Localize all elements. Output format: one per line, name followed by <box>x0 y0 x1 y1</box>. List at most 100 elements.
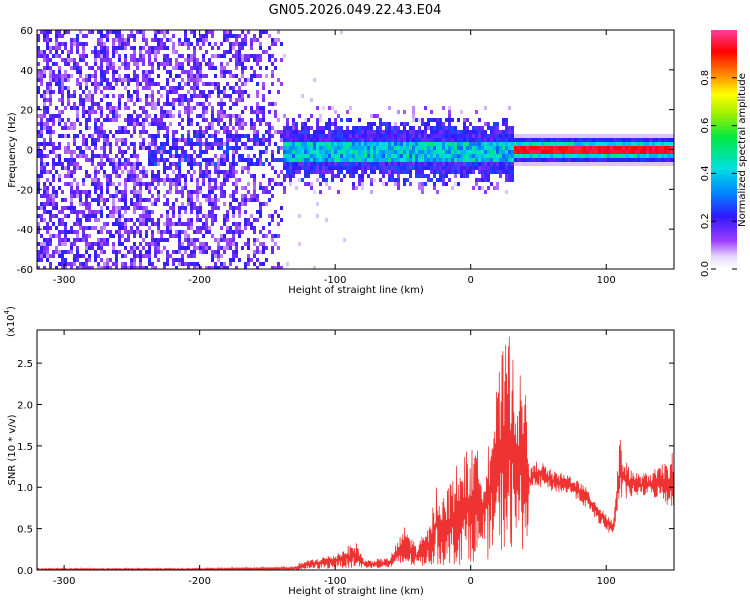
spectrogram-cell <box>601 138 604 142</box>
spectrogram-cell <box>532 142 535 146</box>
spectrogram-cell <box>250 226 253 230</box>
spectrogram-cell <box>499 130 502 134</box>
spectrogram-cell <box>76 66 79 70</box>
spectrogram-cell <box>166 46 169 50</box>
spectrogram-cell <box>175 198 178 202</box>
spectrogram-cell <box>439 162 442 166</box>
spectrogram-cell <box>127 218 130 222</box>
spectrogram-cell <box>40 30 43 34</box>
spectrogram-cell <box>79 238 82 242</box>
spectrogram-cell <box>343 174 346 178</box>
spectrogram-cell <box>391 154 394 158</box>
spectrogram-cell <box>370 190 373 194</box>
spectrogram-cell <box>427 174 430 178</box>
spectrogram-cell <box>382 182 385 186</box>
spectrogram-cell <box>220 138 223 142</box>
spectrogram-cell <box>238 114 241 118</box>
spectrogram-cell <box>46 130 49 134</box>
spectrogram-cell <box>79 94 82 98</box>
spectrogram-cell <box>49 58 52 62</box>
spectrogram-cell <box>94 58 97 62</box>
y-tick-label: 0 <box>27 146 33 157</box>
spectrogram-cell <box>139 230 142 234</box>
spectrogram-cell <box>256 258 259 262</box>
spectrogram-cell <box>124 106 127 110</box>
spectrogram-cell <box>187 106 190 110</box>
spectrogram-cell <box>352 158 355 162</box>
spectrogram-cell <box>367 166 370 170</box>
spectrogram-cell <box>223 158 226 162</box>
spectrogram-cell <box>58 46 61 50</box>
spectrogram-cell <box>268 46 271 50</box>
spectrogram-cell <box>157 218 160 222</box>
spectrogram-cell <box>247 166 250 170</box>
spectrogram-cell <box>547 146 550 150</box>
spectrogram-cell <box>523 134 526 138</box>
spectrogram-cell <box>235 230 238 234</box>
spectrogram-cell <box>607 158 610 162</box>
spectrogram-cell <box>382 138 385 142</box>
spectrogram-cell <box>337 146 340 150</box>
spectrogram-cell <box>505 134 508 138</box>
spectrogram-cell <box>181 86 184 90</box>
spectrogram-cell <box>190 158 193 162</box>
spectrogram-cell <box>295 130 298 134</box>
spectrogram-cell <box>148 86 151 90</box>
spectrogram-cell <box>118 214 121 218</box>
spectrogram-cell <box>481 158 484 162</box>
spectrogram-cell <box>181 94 184 98</box>
spectrogram-cell <box>208 90 211 94</box>
spectrogram-cell <box>403 146 406 150</box>
spectrogram-cell <box>556 154 559 158</box>
spectrogram-cell <box>232 42 235 46</box>
spectrogram-cell <box>124 182 127 186</box>
spectrogram-cell <box>493 130 496 134</box>
spectrogram-cell <box>214 254 217 258</box>
spectrogram-cell <box>601 134 604 138</box>
spectrogram-cell <box>649 158 652 162</box>
spectrogram-cell <box>106 82 109 86</box>
spectrogram-cell <box>157 90 160 94</box>
spectrogram-cell <box>217 146 220 150</box>
spectrogram-cell <box>58 34 61 38</box>
spectrogram-cell <box>172 170 175 174</box>
spectrogram-cell <box>619 158 622 162</box>
spectrogram-cell <box>118 94 121 98</box>
spectrogram-cell <box>100 110 103 114</box>
spectrogram-cell <box>97 262 100 266</box>
spectrogram-cell <box>166 258 169 262</box>
spectrogram-cell <box>202 246 205 250</box>
spectrogram-cell <box>151 62 154 66</box>
spectrogram-cell <box>226 242 229 246</box>
spectrogram-cell <box>139 218 142 222</box>
spectrogram-cell <box>163 54 166 58</box>
spectrogram-cell <box>67 146 70 150</box>
spectrogram-cell <box>367 142 370 146</box>
spectrogram-cell <box>37 206 40 210</box>
spectrogram-cell <box>187 266 190 269</box>
spectrogram-cell <box>322 150 325 154</box>
spectrogram-cell <box>259 162 262 166</box>
spectrogram-cell <box>163 262 166 266</box>
spectrogram-cell <box>562 138 565 142</box>
spectrogram-cell <box>397 142 400 146</box>
spectrogram-cell <box>658 138 661 142</box>
spectrogram-cell <box>583 150 586 154</box>
spectrogram-cell <box>529 154 532 158</box>
spectrogram-cell <box>145 266 148 269</box>
spectrogram-cell <box>196 178 199 182</box>
spectrogram-cell <box>85 226 88 230</box>
spectrogram-cell <box>223 174 226 178</box>
spectrogram-cell <box>226 126 229 130</box>
spectrogram-cell <box>220 162 223 166</box>
colorbar-tick-label: 0.2 <box>700 213 711 229</box>
spectrogram-cell <box>652 142 655 146</box>
spectrogram-cell <box>634 154 637 158</box>
spectrogram-cell <box>208 66 211 70</box>
spectrogram-cell <box>457 134 460 138</box>
spectrogram-cell <box>460 154 463 158</box>
spectrogram-cell <box>187 54 190 58</box>
spectrogram-cell <box>313 78 316 82</box>
spectrogram-cell <box>151 266 154 269</box>
spectrogram-cell <box>445 162 448 166</box>
